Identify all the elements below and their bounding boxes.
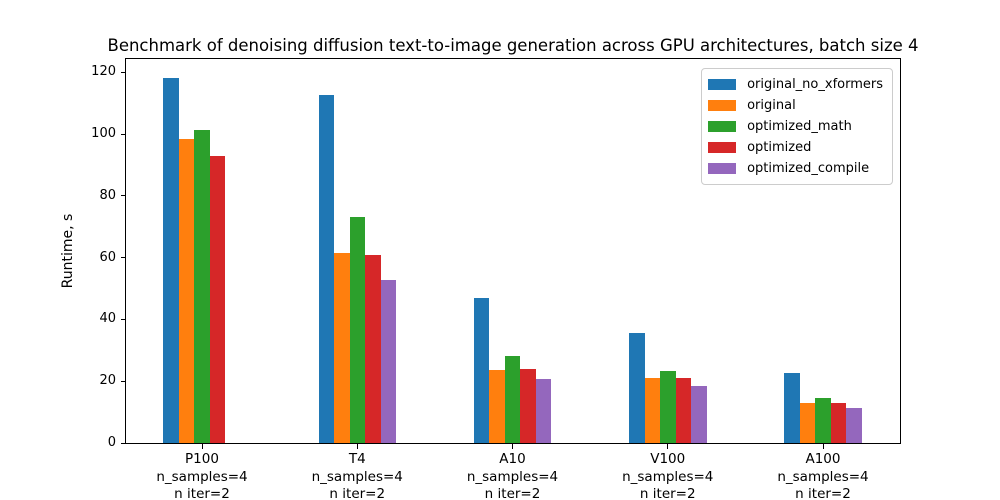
bar [178, 139, 195, 443]
legend: original_no_xformers original optimized_ma… [701, 68, 893, 185]
y-tick-label: 20 [99, 373, 116, 389]
x-tick-mark [201, 444, 203, 449]
bar [349, 217, 365, 443]
chart-title: Benchmark of denoising diffusion text-to… [107, 36, 919, 55]
bar [380, 279, 396, 443]
y-tick-mark [121, 71, 126, 73]
x-tick-mark [356, 444, 358, 449]
x-tick-mark [822, 444, 824, 449]
legend-label: original_no_xformers [747, 77, 883, 92]
legend-swatch [708, 100, 737, 111]
bar [691, 385, 707, 443]
bar [318, 95, 334, 443]
bar [675, 377, 691, 443]
bar [163, 77, 179, 443]
bar [489, 370, 505, 443]
legend-label: original [747, 98, 796, 113]
x-tick-mark [512, 444, 513, 449]
legend-swatch [708, 142, 737, 153]
y-tick-label: 0 [107, 435, 116, 450]
bar [365, 254, 381, 443]
legend-item: optimized_math [708, 116, 883, 137]
legend-label: optimized_compile [747, 161, 870, 176]
legend-swatch [708, 163, 737, 174]
bar [520, 369, 536, 443]
legend-label: optimized_math [747, 119, 852, 134]
y-tick-label: 120 [91, 64, 116, 80]
y-tick-label: 100 [91, 126, 116, 142]
y-tick-mark [121, 133, 126, 135]
legend-item: original_no_xformers [708, 74, 883, 95]
bar [799, 402, 816, 443]
bar [644, 378, 660, 443]
x-tick-label: P100 n_samples=4 n iter=2 [156, 451, 248, 500]
y-tick-mark [121, 195, 126, 197]
legend-item: optimized_compile [708, 158, 883, 179]
bar [209, 156, 226, 443]
y-tick-label: 40 [99, 311, 116, 327]
x-tick-label: T4 n_samples=4 n iter=2 [311, 451, 403, 500]
bar [784, 372, 800, 443]
bar [830, 402, 847, 443]
legend-label: optimized [747, 140, 812, 155]
bar [473, 297, 490, 443]
y-tick-mark [121, 380, 126, 382]
plot-area: original_no_xformers original optimized_ma… [91, 58, 901, 500]
x-tick-label: V100 n_samples=4 n iter=2 [622, 451, 714, 500]
y-tick-mark [121, 442, 126, 444]
legend-item: optimized [708, 137, 883, 158]
bar [629, 332, 645, 443]
y-tick-label: 60 [99, 249, 116, 265]
y-tick-mark [121, 318, 126, 320]
y-tick-label: 80 [99, 187, 116, 203]
x-tick-label: A10 n_samples=4 n iter=2 [466, 451, 559, 500]
bar [334, 253, 350, 443]
legend-swatch [708, 121, 737, 132]
x-tick-mark [667, 444, 669, 449]
bar [504, 355, 521, 443]
legend-swatch [708, 79, 737, 90]
bar [815, 398, 831, 443]
bar [660, 371, 676, 443]
bar [194, 130, 210, 443]
y-tick-mark [121, 257, 126, 259]
x-tick-label: A100 n_samples=4 n iter=2 [777, 451, 869, 500]
bar [846, 408, 862, 443]
legend-item: original [708, 95, 883, 116]
bar [535, 378, 552, 443]
